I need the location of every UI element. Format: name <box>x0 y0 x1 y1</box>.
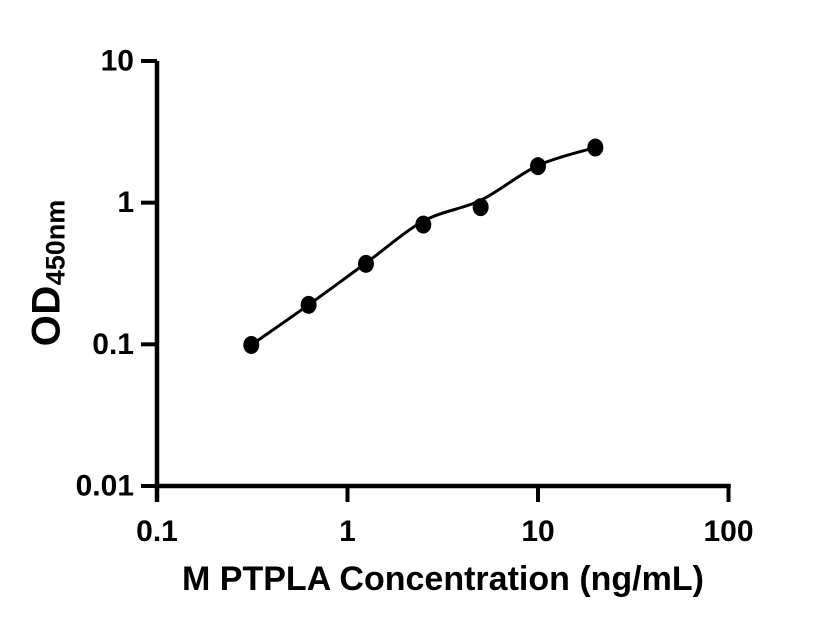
x-tick-label-10: 10 <box>521 515 554 548</box>
y-axis-title: OD450nm <box>24 199 71 347</box>
data-point-4 <box>415 215 432 234</box>
fit-curve <box>249 146 597 347</box>
data-point-1 <box>243 335 260 354</box>
x-axis-title: M PTPLA Concentration (ng/mL) <box>182 560 704 598</box>
y-tick-label-0.1: 0.1 <box>92 328 134 361</box>
data-point-3 <box>357 254 374 273</box>
y-axis-title-main: OD <box>24 285 69 347</box>
y-axis-title-subscript: 450nm <box>40 199 71 286</box>
y-tick-label-1: 1 <box>117 186 134 219</box>
x-tick-label-0.1: 0.1 <box>136 515 178 548</box>
y-tick-label-10: 10 <box>101 45 134 78</box>
x-tick-label-1: 1 <box>339 515 356 548</box>
x-tick-label-100: 100 <box>703 515 753 548</box>
data-point-5 <box>472 198 489 217</box>
data-point-2 <box>300 295 317 314</box>
y-tick-label-0.01: 0.01 <box>76 470 134 503</box>
data-point-6 <box>530 157 546 176</box>
data-point-7 <box>587 138 604 157</box>
